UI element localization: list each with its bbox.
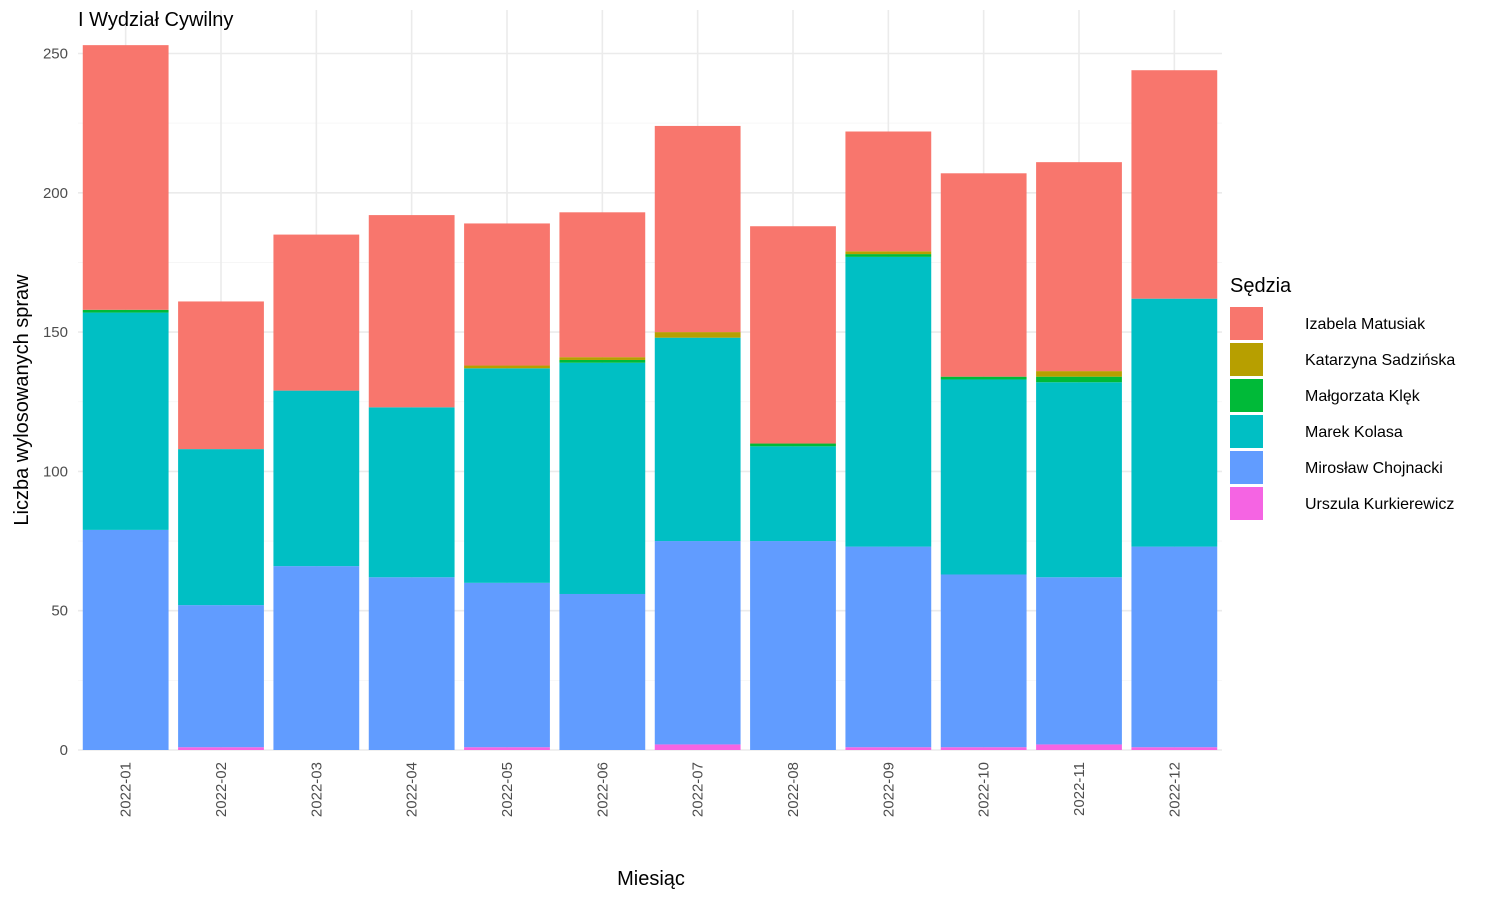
- legend-swatch: [1230, 487, 1263, 520]
- legend-label: Izabela Matusiak: [1305, 316, 1426, 333]
- bar-segment: [82, 529, 169, 750]
- bar-segment: [1131, 546, 1218, 748]
- legend-swatch: [1230, 451, 1263, 484]
- x-tick-label: 2022-01: [118, 762, 135, 817]
- bar-segment: [273, 390, 360, 567]
- x-tick-label: 2022-02: [213, 762, 230, 817]
- bar-segment: [178, 747, 264, 750]
- x-tick-label: 2022-06: [594, 762, 611, 817]
- y-tick-label: 100: [43, 463, 68, 480]
- bar-segment: [750, 443, 836, 447]
- bar-segment: [654, 332, 741, 338]
- bar-segment: [940, 747, 1027, 750]
- y-tick-label: 0: [60, 742, 68, 759]
- y-tick-label: 250: [43, 46, 68, 63]
- x-tick-label: 2022-07: [690, 762, 707, 817]
- bar-segment: [368, 215, 455, 408]
- y-tick-label: 200: [43, 185, 68, 202]
- x-tick-label: 2022-12: [1166, 762, 1183, 817]
- bar-segment: [940, 173, 1027, 377]
- bar-segment: [178, 449, 264, 606]
- legend-title: Sędzia: [1230, 275, 1292, 297]
- legend-swatch: [1230, 307, 1263, 340]
- bars: [82, 45, 1218, 750]
- bar-segment: [654, 337, 741, 542]
- legend-swatch: [1230, 379, 1263, 412]
- bar-segment: [845, 747, 932, 750]
- bar-segment: [654, 541, 741, 745]
- bar-segment: [845, 131, 932, 252]
- bar-segment: [368, 577, 455, 750]
- bar-segment: [82, 309, 169, 313]
- x-tick-label: 2022-03: [308, 762, 325, 817]
- y-tick-label: 150: [43, 324, 68, 341]
- y-axis-title: Liczba wylosowanych spraw: [11, 274, 33, 526]
- bar-segment: [559, 362, 646, 594]
- bar-segment: [750, 226, 836, 444]
- bar-segment: [559, 359, 646, 363]
- x-tick-label: 2022-08: [785, 762, 802, 817]
- bar-segment: [1036, 577, 1122, 745]
- bar-segment: [940, 379, 1027, 575]
- bar-segment: [845, 256, 932, 547]
- legend-label: Marek Kolasa: [1305, 424, 1403, 441]
- bar-segment: [654, 744, 741, 750]
- x-tick-label: 2022-09: [880, 762, 897, 817]
- bar-segment: [559, 212, 646, 358]
- bar-segment: [178, 301, 264, 450]
- bar-segment: [559, 357, 646, 360]
- legend-swatch: [1230, 415, 1263, 448]
- bar-segment: [464, 582, 550, 748]
- x-tick-label: 2022-04: [404, 762, 421, 817]
- legend-label: Małgorzata Klęk: [1305, 388, 1421, 405]
- bar-segment: [1036, 744, 1122, 750]
- bar-segment: [845, 251, 932, 255]
- bar-segment: [464, 747, 550, 750]
- legend-swatch: [1230, 343, 1263, 376]
- bar-segment: [178, 605, 264, 748]
- y-axis-tick-labels: 0 50 100 150 200 250: [43, 46, 68, 760]
- legend-label: Urszula Kurkierewicz: [1305, 496, 1454, 513]
- bar-segment: [368, 407, 455, 578]
- x-tick-label: 2022-10: [976, 762, 993, 817]
- legend: Sędzia Izabela Matusiak Katarzyna Sadzińs…: [1230, 275, 1455, 520]
- bar-segment: [1036, 162, 1122, 372]
- x-axis-tick-labels: 2022-01 2022-02 2022-03 2022-04 2022-05 2022-…: [118, 762, 1184, 817]
- x-axis-title: Miesiąc: [617, 868, 685, 890]
- bar-segment: [654, 125, 741, 333]
- bar-segment: [1036, 376, 1122, 383]
- bar-segment: [1131, 298, 1218, 547]
- bar-segment: [750, 541, 836, 750]
- bar-segment: [1131, 70, 1218, 299]
- legend-label: Katarzyna Sadzińska: [1305, 352, 1455, 369]
- bar-segment: [559, 593, 646, 750]
- bar-segment: [1131, 747, 1218, 750]
- bar-segment: [464, 223, 550, 366]
- bar-segment: [273, 234, 360, 391]
- bar-segment: [82, 45, 169, 310]
- bar-segment: [464, 368, 550, 583]
- bar-segment: [1036, 371, 1122, 377]
- bar-segment: [845, 546, 932, 748]
- y-tick-label: 50: [51, 603, 68, 620]
- bar-segment: [750, 446, 836, 542]
- legend-label: Mirosław Chojnacki: [1305, 460, 1443, 477]
- bar-segment: [940, 574, 1027, 748]
- bar-segment: [464, 365, 550, 369]
- x-tick-label: 2022-05: [499, 762, 516, 817]
- bar-segment: [1036, 382, 1122, 578]
- chart-title: I Wydział Cywilny: [78, 9, 233, 31]
- bar-segment: [82, 312, 169, 530]
- bar-segment: [273, 566, 360, 750]
- bar-segment: [940, 376, 1027, 380]
- x-tick-label: 2022-11: [1071, 762, 1088, 816]
- bar-segment: [845, 254, 932, 257]
